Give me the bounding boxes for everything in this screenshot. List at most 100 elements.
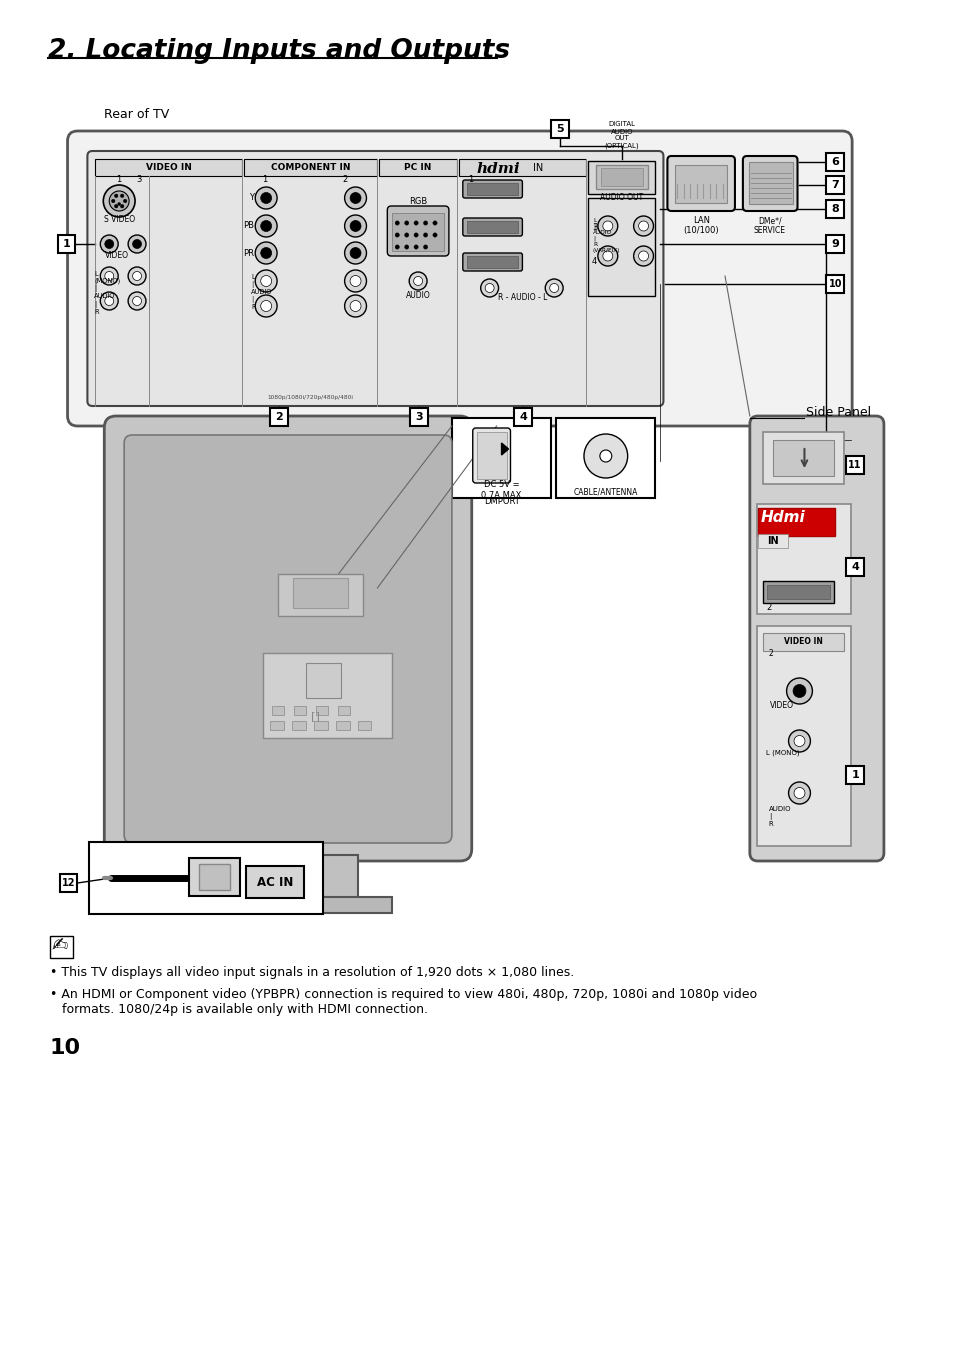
Polygon shape <box>501 443 508 456</box>
Bar <box>756 626 850 846</box>
Circle shape <box>788 782 809 804</box>
Bar <box>95 159 242 176</box>
Bar <box>825 153 843 171</box>
Bar <box>587 198 655 296</box>
Circle shape <box>480 279 498 297</box>
Bar <box>357 721 371 730</box>
Circle shape <box>409 273 427 290</box>
Circle shape <box>114 194 118 198</box>
Circle shape <box>344 270 366 292</box>
Text: 2: 2 <box>766 603 771 613</box>
Circle shape <box>414 221 417 225</box>
Bar <box>410 408 428 426</box>
Circle shape <box>344 241 366 264</box>
Bar <box>277 574 362 616</box>
Circle shape <box>793 735 804 747</box>
Circle shape <box>120 194 124 198</box>
Text: VIDEO IN: VIDEO IN <box>783 637 822 647</box>
Text: 2: 2 <box>274 412 283 422</box>
Bar <box>306 663 340 698</box>
FancyBboxPatch shape <box>462 254 522 271</box>
Circle shape <box>117 202 120 206</box>
Bar <box>845 456 863 475</box>
Circle shape <box>414 245 417 250</box>
Circle shape <box>114 205 118 207</box>
Text: 10: 10 <box>50 1037 81 1058</box>
Bar <box>294 706 306 715</box>
Circle shape <box>602 251 612 260</box>
Circle shape <box>395 221 399 225</box>
Circle shape <box>545 279 562 297</box>
Text: 12: 12 <box>62 877 75 888</box>
Bar <box>476 433 506 479</box>
Text: DMe*/
SERVICE: DMe*/ SERVICE <box>753 216 785 236</box>
Circle shape <box>404 221 409 225</box>
Circle shape <box>633 216 653 236</box>
Bar <box>189 858 240 896</box>
Circle shape <box>128 292 146 311</box>
Text: 9: 9 <box>830 239 839 250</box>
Bar <box>762 580 833 603</box>
Circle shape <box>423 245 427 250</box>
Text: R - AUDIO - L: R - AUDIO - L <box>497 293 546 302</box>
Text: Rear of TV: Rear of TV <box>104 107 170 121</box>
Circle shape <box>255 270 276 292</box>
Bar <box>466 221 517 233</box>
Bar <box>337 706 349 715</box>
Bar <box>246 866 304 898</box>
Circle shape <box>433 233 436 237</box>
Text: 2: 2 <box>341 175 347 183</box>
Bar <box>845 559 863 576</box>
Bar <box>757 534 787 548</box>
Bar <box>379 159 456 176</box>
Text: hdmi: hdmi <box>476 161 519 176</box>
Circle shape <box>105 271 113 281</box>
Bar <box>90 842 322 914</box>
Text: VIDEO: VIDEO <box>105 251 130 260</box>
Circle shape <box>260 221 272 232</box>
Circle shape <box>793 788 804 799</box>
Circle shape <box>350 193 360 203</box>
Circle shape <box>100 267 118 285</box>
FancyBboxPatch shape <box>124 435 452 843</box>
Text: 1: 1 <box>63 239 71 250</box>
Bar <box>184 898 392 913</box>
Circle shape <box>350 275 360 286</box>
Circle shape <box>255 187 276 209</box>
Circle shape <box>788 730 809 753</box>
Text: PB: PB <box>243 221 254 231</box>
Text: 3: 3 <box>415 412 422 422</box>
Text: 2. Locating Inputs and Outputs: 2. Locating Inputs and Outputs <box>48 38 509 64</box>
Text: 1: 1 <box>262 175 268 183</box>
Text: IN: IN <box>766 536 778 546</box>
Text: 4: 4 <box>519 412 527 422</box>
Text: 7: 7 <box>830 180 839 190</box>
Circle shape <box>105 240 113 248</box>
Bar <box>466 183 517 195</box>
Bar <box>335 721 349 730</box>
Bar <box>675 165 726 203</box>
Text: AUDIO OUT: AUDIO OUT <box>599 194 642 202</box>
Text: 1: 1 <box>850 770 858 780</box>
FancyBboxPatch shape <box>462 180 522 198</box>
Bar <box>244 159 377 176</box>
Circle shape <box>602 221 612 231</box>
Circle shape <box>123 199 127 203</box>
Circle shape <box>395 233 399 237</box>
Text: []: [] <box>311 711 320 721</box>
Bar <box>458 159 585 176</box>
Circle shape <box>549 283 558 293</box>
Bar <box>270 408 288 426</box>
Bar <box>57 235 75 254</box>
Circle shape <box>344 187 366 209</box>
Circle shape <box>414 233 417 237</box>
Text: LAN
(10/100): LAN (10/100) <box>682 216 719 236</box>
Circle shape <box>786 678 812 704</box>
FancyBboxPatch shape <box>473 428 510 483</box>
FancyBboxPatch shape <box>742 156 797 212</box>
Bar <box>551 119 569 138</box>
Bar <box>600 168 642 186</box>
FancyBboxPatch shape <box>88 151 662 405</box>
Text: 11: 11 <box>847 460 861 471</box>
Circle shape <box>132 271 141 281</box>
